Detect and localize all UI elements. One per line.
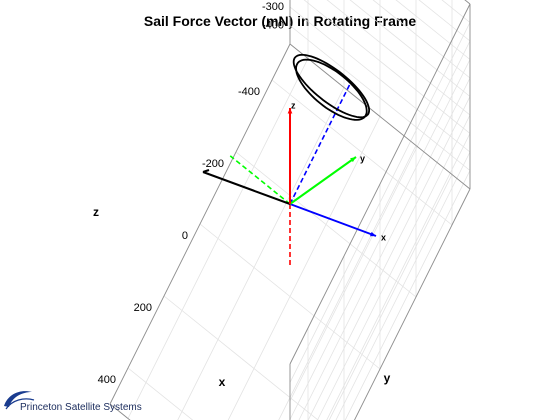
- grid-line: [177, 87, 345, 420]
- z-axis-label: z: [93, 205, 99, 219]
- force-vector: [202, 171, 291, 205]
- grid-line: [326, 133, 471, 420]
- grid-line: [298, 77, 471, 420]
- grid-line: [289, 25, 471, 171]
- grid-line: [303, 0, 471, 134]
- x-tick-label: 400: [98, 374, 116, 386]
- grid-line: [326, 0, 471, 116]
- grid-line: [289, 40, 471, 402]
- force-vector-arrowhead: [202, 169, 210, 173]
- grid-line: [349, 0, 471, 97]
- y-axis-label: y: [384, 371, 391, 385]
- grid-line: [395, 0, 471, 60]
- frame-axis-label-x: x: [381, 232, 386, 242]
- grid-line: [127, 58, 309, 419]
- x-tick-label: 200: [134, 302, 152, 314]
- company-logo: Princeton Satellite Systems: [4, 391, 142, 413]
- axes-frame: [109, 0, 471, 420]
- grid-lines: [127, 0, 471, 420]
- x-tick-label: -400: [238, 86, 260, 98]
- box-edge: [109, 43, 291, 405]
- frame-axis-negative-y: [229, 155, 291, 205]
- z-tick-label: -300: [262, 1, 284, 13]
- frame-axis-label-z: z: [291, 100, 296, 110]
- logo-arc-icon: [5, 398, 35, 410]
- force-trace-loop: [292, 53, 370, 119]
- tick-labels: -400-2000200400-400-20002004004003002001…: [98, 1, 284, 420]
- x-tick-label: 0: [182, 230, 188, 242]
- frame-axis-x: [289, 203, 377, 237]
- frame-axis-arrowhead-y: [350, 157, 356, 163]
- company-name: Princeton Satellite Systems: [20, 402, 142, 413]
- x-axis-label: x: [219, 375, 226, 389]
- box-edge: [289, 3, 471, 365]
- frame-axis-label-y: y: [360, 153, 365, 163]
- grid-line: [127, 367, 194, 420]
- frame-axis-arrowhead-x: [370, 231, 376, 237]
- box-edge: [353, 188, 471, 420]
- grid-line: [278, 145, 417, 420]
- box-edge: [289, 43, 471, 190]
- y-tick-label: -400: [144, 418, 166, 420]
- frame-axis-y: [289, 156, 357, 205]
- grid-line: [317, 114, 471, 420]
- x-tick-label: -200: [202, 158, 224, 170]
- grid-line: [418, 0, 471, 42]
- grid-line: [344, 170, 471, 420]
- data-traces: x y z: [202, 53, 386, 266]
- grid-line: [307, 96, 471, 420]
- grid-line: [163, 295, 319, 420]
- force-trace-loop-inner: [295, 58, 368, 121]
- logo-swoosh-icon: [4, 391, 32, 407]
- frame-axis-arrowhead-z: [287, 108, 293, 114]
- grid-line: [289, 22, 471, 383]
- grid-line: [372, 0, 471, 79]
- grid-line: [227, 116, 381, 420]
- frame-axis-negative-x: [289, 84, 351, 205]
- grid-line: [335, 151, 471, 420]
- grid-line: [289, 59, 471, 420]
- z-tick-label: -400: [262, 19, 284, 31]
- grid-line: [289, 6, 471, 153]
- grid-line: [328, 174, 453, 420]
